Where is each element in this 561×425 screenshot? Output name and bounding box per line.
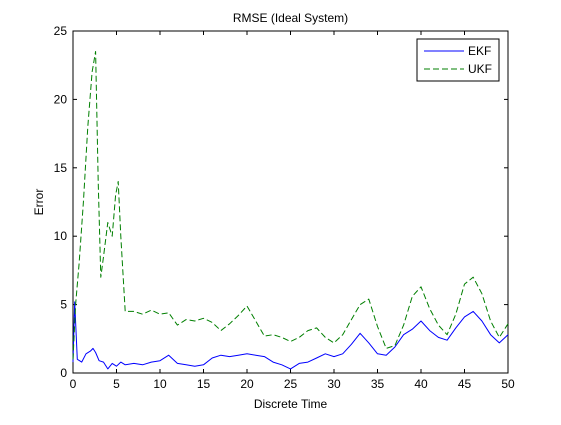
x-tick-label: 35 (371, 377, 385, 391)
x-tick-label: 20 (240, 377, 254, 391)
y-axis-label: Error (32, 189, 46, 216)
y-tick-label: 10 (54, 229, 68, 243)
y-tick-label: 15 (54, 161, 68, 175)
x-tick-label: 45 (458, 377, 472, 391)
chart-title: RMSE (Ideal System) (233, 11, 348, 25)
x-tick-label: 0 (70, 377, 77, 391)
legend: EKF UKF (417, 39, 499, 81)
x-tick-label: 10 (153, 377, 167, 391)
x-tick-label: 40 (414, 377, 428, 391)
x-tick-label: 5 (113, 377, 120, 391)
y-tick-label: 0 (60, 366, 67, 380)
legend-label-ekf: EKF (468, 44, 491, 58)
legend-label-ukf: UKF (468, 62, 492, 76)
x-tick-label: 25 (284, 377, 298, 391)
plot-area (73, 31, 508, 373)
x-tick-label: 15 (197, 377, 211, 391)
x-axis-label: Discrete Time (254, 397, 328, 411)
x-tick-label: 50 (501, 377, 515, 391)
y-tick-label: 20 (54, 92, 68, 106)
y-tick-label: 25 (54, 24, 68, 38)
y-tick-label: 5 (60, 298, 67, 312)
x-tick-label: 30 (327, 377, 341, 391)
